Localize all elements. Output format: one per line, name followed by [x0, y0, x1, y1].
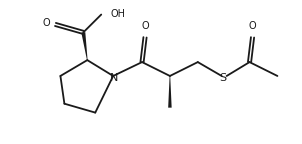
- Polygon shape: [168, 76, 172, 108]
- Text: O: O: [43, 18, 50, 29]
- Polygon shape: [81, 32, 88, 60]
- Text: O: O: [249, 21, 256, 31]
- Text: S: S: [219, 73, 226, 83]
- Text: N: N: [110, 73, 118, 83]
- Text: OH: OH: [110, 9, 125, 19]
- Text: O: O: [141, 21, 149, 31]
